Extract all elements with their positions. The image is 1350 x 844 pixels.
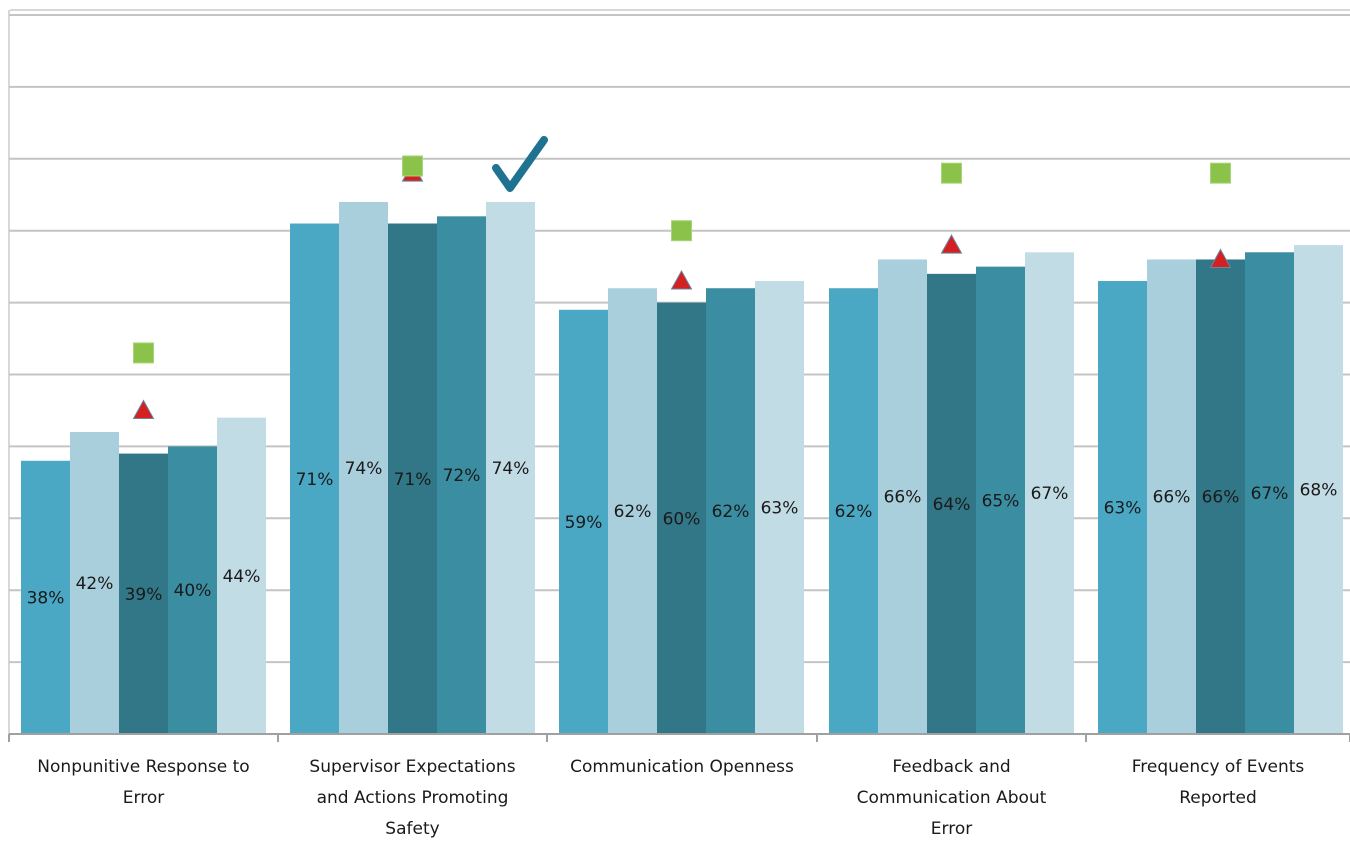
bar xyxy=(437,216,486,734)
x-axis xyxy=(8,733,1350,742)
bar xyxy=(976,266,1025,734)
category-labels-group: Nonpunitive Response to Error Supervisor E… xyxy=(37,757,1304,839)
data-label: 66% xyxy=(1202,488,1240,508)
data-label: 64% xyxy=(933,495,971,515)
check-icon xyxy=(492,136,548,192)
category-label: Feedback and Communication About Error xyxy=(857,757,1047,839)
data-label: 65% xyxy=(982,491,1020,511)
category-label-line: Feedback and xyxy=(892,757,1010,777)
data-label: 38% xyxy=(27,588,65,608)
data-label: 71% xyxy=(296,470,334,490)
category-label-line: Error xyxy=(931,819,972,839)
data-label: 74% xyxy=(492,459,530,479)
category-label: Communication Openness xyxy=(570,757,794,777)
square-marker xyxy=(1210,162,1231,184)
bar xyxy=(388,223,437,734)
bar xyxy=(290,223,339,734)
triangle-marker xyxy=(132,399,155,419)
category-label-line: Nonpunitive Response to xyxy=(37,757,249,777)
square-marker xyxy=(671,220,692,242)
data-label: 66% xyxy=(1153,488,1191,508)
data-label: 59% xyxy=(565,513,603,533)
data-label: 67% xyxy=(1031,484,1069,504)
data-label: 63% xyxy=(761,499,799,519)
category-label-line: and Actions Promoting xyxy=(317,788,509,808)
bar xyxy=(1025,252,1074,734)
bar xyxy=(486,201,535,734)
category-label: Frequency of Events Reported xyxy=(1132,757,1305,808)
bar xyxy=(927,273,976,734)
bar xyxy=(559,309,608,734)
bar xyxy=(1098,281,1147,734)
data-label: 39% xyxy=(125,585,163,605)
category-label-line: Supervisor Expectations xyxy=(309,757,515,777)
data-label: 63% xyxy=(1104,499,1142,519)
data-label: 62% xyxy=(614,502,652,522)
data-label: 40% xyxy=(174,581,212,601)
bar xyxy=(878,259,927,734)
square-marker xyxy=(941,162,962,184)
category-label: Supervisor Expectations and Actions Promo… xyxy=(309,757,515,839)
data-label: 74% xyxy=(345,459,383,479)
category-label-line: Reported xyxy=(1179,788,1257,808)
data-label: 44% xyxy=(223,567,261,587)
bar xyxy=(1245,252,1294,734)
data-label: 68% xyxy=(1300,481,1338,501)
data-label: 60% xyxy=(663,509,701,529)
square-marker xyxy=(402,155,423,177)
category-label-line: Safety xyxy=(385,819,439,839)
triangle-marker xyxy=(940,234,963,254)
bar xyxy=(1196,259,1245,734)
category-label-line: Error xyxy=(123,788,164,808)
bar xyxy=(339,201,388,734)
data-label: 42% xyxy=(76,574,114,594)
bar xyxy=(217,417,266,734)
square-marker xyxy=(133,342,154,364)
data-label: 62% xyxy=(712,502,750,522)
markers-group xyxy=(132,136,1232,419)
category-label-line: Communication Openness xyxy=(570,757,794,777)
bar xyxy=(829,288,878,734)
data-label: 66% xyxy=(884,488,922,508)
bars-group xyxy=(21,201,1343,734)
data-label: 72% xyxy=(443,466,481,486)
bar xyxy=(755,281,804,734)
category-label-line: Frequency of Events xyxy=(1132,757,1305,777)
bar xyxy=(1147,259,1196,734)
category-label: Nonpunitive Response to Error xyxy=(37,757,249,808)
triangle-marker xyxy=(1209,248,1232,268)
bar xyxy=(21,460,70,734)
bar xyxy=(706,288,755,734)
data-labels-group: 38% 71% 59% 62% 63% 42% 74% 62% 66% 66% 39% 71% 60% 6… xyxy=(27,459,1338,608)
bar xyxy=(608,288,657,734)
category-label-line: Communication About xyxy=(857,788,1047,808)
data-label: 71% xyxy=(394,470,432,490)
triangle-marker xyxy=(670,270,693,290)
bar xyxy=(119,453,168,734)
bar xyxy=(168,446,217,734)
bar xyxy=(657,302,706,734)
bar xyxy=(70,432,119,734)
data-label: 67% xyxy=(1251,484,1289,504)
bar xyxy=(1294,245,1343,734)
data-label: 62% xyxy=(835,502,873,522)
